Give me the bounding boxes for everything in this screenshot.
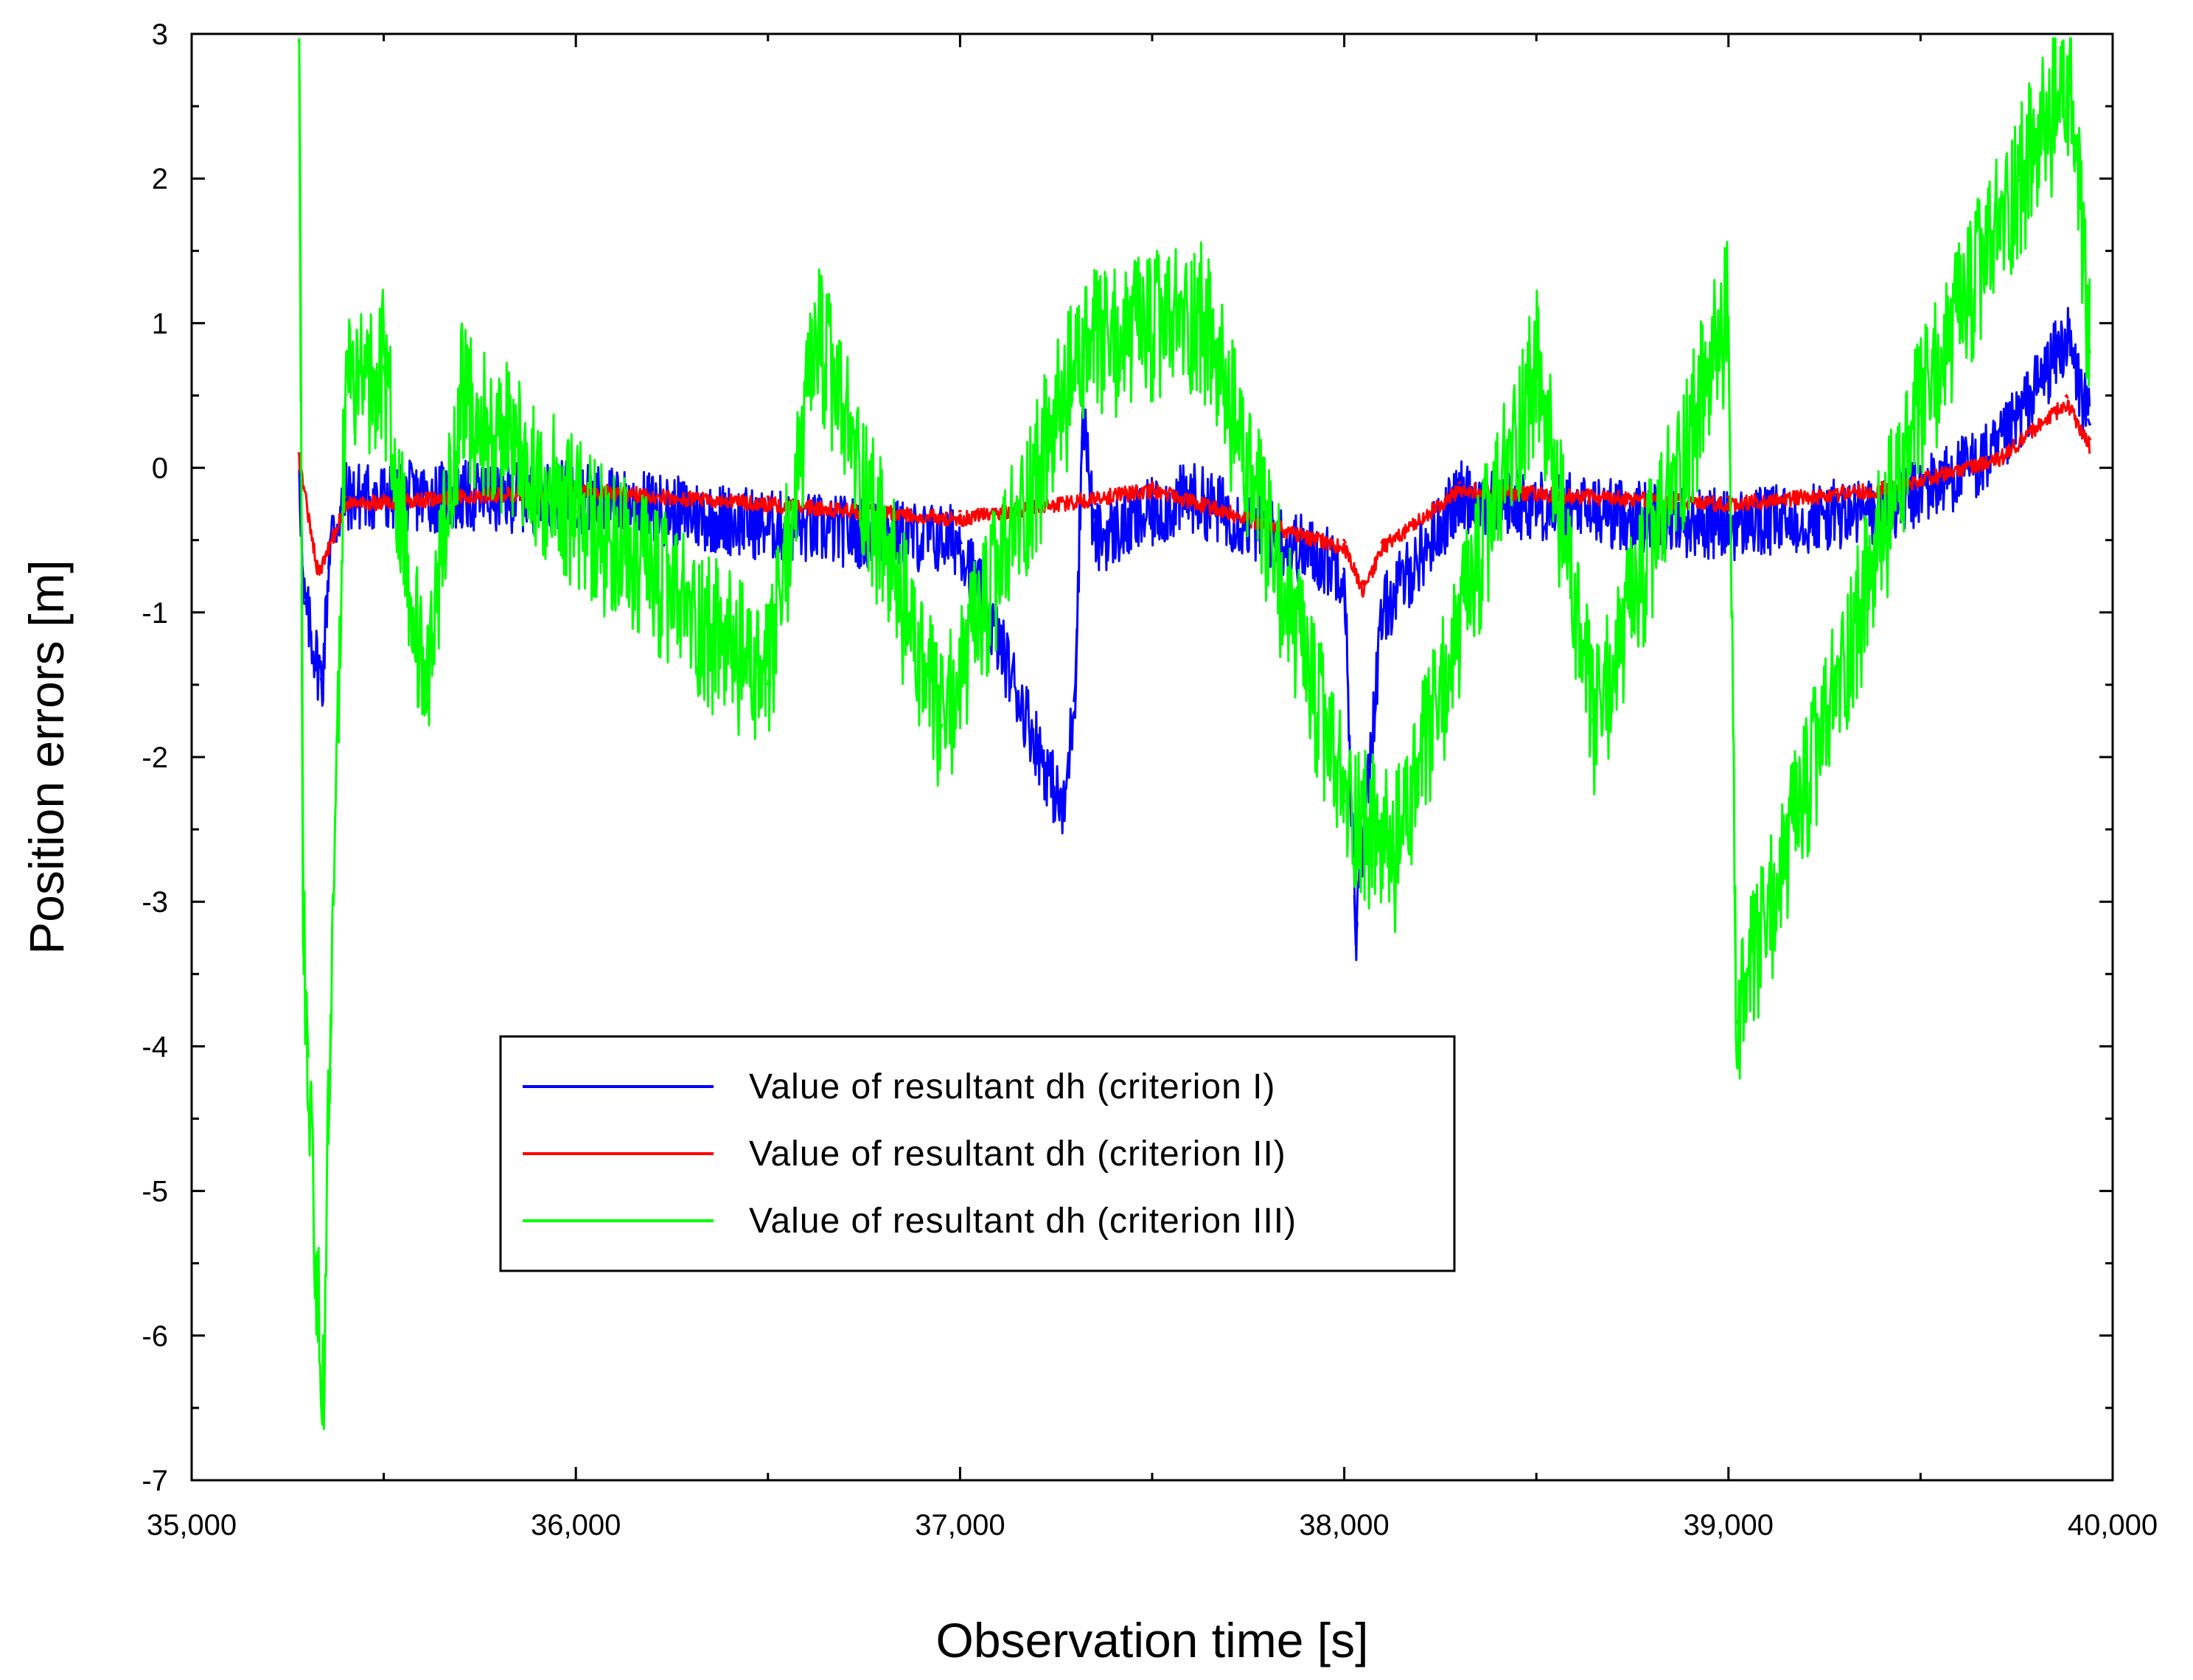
x-tick-label: 40,000 [2068,1509,2158,1541]
legend-label-criterion-1: Value of resultant dh (criterion I) [749,1067,1275,1106]
y-tick-label: -1 [142,597,168,630]
y-tick-label: -5 [142,1176,168,1208]
series-spike-criterion-3 [938,722,944,732]
y-axis: 3 2 1 0 -1 -2 -3 -4 -5 -6 -7 [142,18,2113,1497]
series-spike-criterion-3 [1392,852,1397,861]
series-spike-criterion-3 [1733,882,1739,1025]
series-spike-criterion-2 [1380,537,1385,545]
series-spike-criterion-3 [2087,330,2091,354]
x-tick-label: 36,000 [531,1509,621,1541]
y-axis-title: Position errors [m] [19,560,74,954]
legend: Value of resultant dh (criterion I) Valu… [499,1035,1456,1272]
x-tick-label: 35,000 [147,1509,237,1541]
series-spike-criterion-2 [1150,481,1154,484]
series-spike-criterion-3 [423,699,429,714]
y-tick-label: 3 [152,18,168,51]
series-spike-criterion-3 [1533,366,1539,377]
series-spike-criterion-3 [573,509,579,514]
series-spike-criterion-3 [342,393,348,464]
x-tick-label: 39,000 [1684,1509,1774,1541]
series-spike-criterion-3 [1200,314,1205,322]
series-line-criterion-2 [298,399,2091,598]
series-spike-criterion-1 [1353,894,1359,946]
series-spike-criterion-1 [1380,609,1386,630]
series-spike-criterion-3 [1726,316,1732,458]
legend-label-criterion-2: Value of resultant dh (criterion II) [749,1134,1286,1174]
y-tick-label: -6 [142,1320,168,1353]
series-spike-criterion-3 [1080,350,1085,357]
series-spike-criterion-1 [1073,628,1078,703]
y-tick-label: 2 [152,163,168,195]
series-spike-criterion-1 [1342,567,1347,620]
series-spike-criterion-3 [1342,795,1347,804]
series-spike-criterion-3 [1917,405,1923,416]
series-spike-criterion-3 [300,583,306,975]
series-spike-criterion-3 [381,364,387,380]
series-spike-criterion-1 [327,535,333,569]
series-spike-criterion-3 [1591,718,1597,729]
series-spike-criterion-3 [319,1353,325,1423]
series-spike-criterion-3 [765,674,771,687]
y-tick-label: 0 [152,453,168,485]
series-spike-criterion-2 [1880,481,1884,484]
series-spike-criterion-3 [327,1007,333,1145]
series-spike-criterion-2 [2064,394,2069,400]
series-spike-criterion-2 [1995,451,2000,455]
series-spike-criterion-1 [2087,418,2091,426]
series-line-criterion-3 [298,37,2091,1431]
series-spike-criterion-1 [958,539,963,545]
y-tick-label: -4 [142,1031,168,1063]
series-spike-criterion-1 [1092,521,1097,542]
series-spike-criterion-2 [1361,579,1367,587]
x-tick-label: 37,000 [915,1509,1005,1541]
series-spike-criterion-3 [2018,175,2023,183]
series-spike-criterion-2 [1457,481,1462,484]
series-spike-criterion-1 [319,655,325,686]
series-spike-criterion-3 [304,988,310,1059]
y-tick-label: 1 [152,307,168,340]
series-spike-criterion-3 [458,393,463,410]
y-tick-label: -2 [142,742,168,774]
x-axis: 35,000 36,000 37,000 38,000 39,000 40,000 [147,34,2158,1541]
series-spike-criterion-1 [2064,335,2069,344]
y-tick-label: -3 [142,886,168,919]
x-axis-title: Observation time [s] [936,1613,1369,1667]
series-spike-criterion-1 [1061,797,1067,816]
series-spike-criterion-3 [2068,80,2074,106]
series-spike-criterion-3 [297,40,302,403]
series-spike-criterion-2 [315,560,321,574]
x-tick-label: 38,000 [1299,1509,1389,1541]
series-spike-criterion-3 [815,337,821,349]
series-spike-criterion-2 [1342,538,1347,545]
series-spike-criterion-2 [2087,435,2091,440]
legend-label-criterion-3: Value of resultant dh (criterion III) [749,1202,1297,1241]
y-tick-label: -7 [142,1465,168,1497]
series-layer [297,37,2091,1431]
